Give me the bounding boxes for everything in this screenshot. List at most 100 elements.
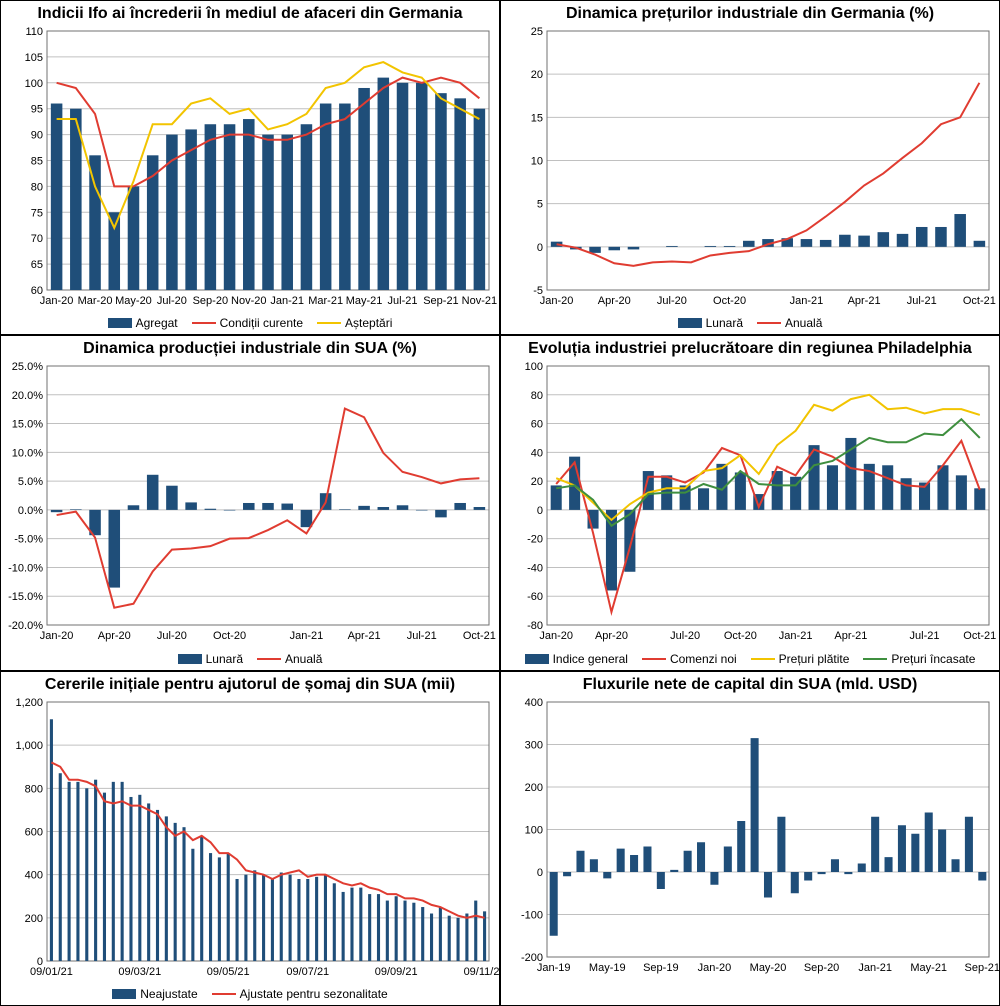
svg-text:65: 65 xyxy=(31,259,43,271)
svg-text:Jan-20: Jan-20 xyxy=(40,630,74,642)
title: Fluxurile nete de capital din SUA (mld. … xyxy=(501,672,999,696)
svg-text:0: 0 xyxy=(537,505,543,517)
legend xyxy=(501,981,999,1005)
svg-text:Jul-20: Jul-20 xyxy=(670,630,700,642)
title: Cererile inițiale pentru ajutorul de șom… xyxy=(1,672,499,696)
svg-text:Jan-21: Jan-21 xyxy=(270,295,304,307)
panel-capital-flows: Fluxurile nete de capital din SUA (mld. … xyxy=(500,671,1000,1006)
legend: Agregat Condiții curente Așteptări xyxy=(1,314,499,334)
svg-text:Jan-19: Jan-19 xyxy=(537,962,571,974)
svg-text:80: 80 xyxy=(531,390,543,402)
svg-text:09/05/21: 09/05/21 xyxy=(207,966,250,978)
svg-text:20.0%: 20.0% xyxy=(12,390,43,402)
svg-text:90: 90 xyxy=(31,130,43,142)
svg-text:0: 0 xyxy=(537,867,543,879)
svg-text:Jan-20: Jan-20 xyxy=(540,295,574,307)
panel-german-prices: Dinamica prețurilor industriale din Germ… xyxy=(500,0,1000,335)
svg-text:20: 20 xyxy=(531,476,543,488)
svg-text:-20: -20 xyxy=(527,534,543,546)
svg-text:Oct-21: Oct-21 xyxy=(963,630,996,642)
legend: Lunară Anuală xyxy=(1,650,499,670)
svg-text:Apr-20: Apr-20 xyxy=(598,295,631,307)
svg-text:Mar-20: Mar-20 xyxy=(78,295,113,307)
svg-text:85: 85 xyxy=(31,156,43,168)
panel-jobless: Cererile inițiale pentru ajutorul de șom… xyxy=(0,671,500,1006)
svg-text:-60: -60 xyxy=(527,592,543,604)
svg-text:Sep-19: Sep-19 xyxy=(643,962,678,974)
svg-text:400: 400 xyxy=(525,697,543,709)
svg-text:Sep-20: Sep-20 xyxy=(193,295,228,307)
svg-text:5.0%: 5.0% xyxy=(18,476,43,488)
panel-ifo: Indicii Ifo ai încrederii în mediul de a… xyxy=(0,0,500,335)
svg-text:May-20: May-20 xyxy=(750,962,787,974)
chart: 02004006008001,0001,20009/01/2109/03/210… xyxy=(1,696,499,985)
svg-text:Jul-21: Jul-21 xyxy=(907,295,937,307)
legend: Lunară Anuală xyxy=(501,314,999,334)
svg-text:75: 75 xyxy=(31,207,43,219)
svg-text:09/07/21: 09/07/21 xyxy=(286,966,329,978)
chart: -200-1000100200300400Jan-19May-19Sep-19J… xyxy=(501,696,999,981)
svg-text:100: 100 xyxy=(25,78,43,90)
chart: -80-60-40-20020406080100Jan-20Apr-20Jul-… xyxy=(501,360,999,649)
svg-text:Oct-20: Oct-20 xyxy=(213,630,246,642)
svg-text:Sep-21: Sep-21 xyxy=(965,962,999,974)
chart: 6065707580859095100105110Jan-20Mar-20May… xyxy=(1,25,499,314)
svg-text:Jul-20: Jul-20 xyxy=(157,630,187,642)
svg-text:70: 70 xyxy=(31,233,43,245)
svg-text:-100: -100 xyxy=(521,909,543,921)
legend: Neajustate Ajustate pentru sezonalitate xyxy=(1,985,499,1005)
svg-text:Jan-20: Jan-20 xyxy=(40,295,74,307)
svg-text:Jul-20: Jul-20 xyxy=(157,295,187,307)
svg-text:95: 95 xyxy=(31,104,43,116)
svg-text:105: 105 xyxy=(25,52,43,64)
svg-text:100: 100 xyxy=(525,824,543,836)
title: Dinamica producției industriale din SUA … xyxy=(1,336,499,360)
svg-text:600: 600 xyxy=(25,826,43,838)
svg-text:1,000: 1,000 xyxy=(15,740,43,752)
svg-text:20: 20 xyxy=(531,69,543,81)
svg-text:Nov-21: Nov-21 xyxy=(462,295,497,307)
svg-text:May-21: May-21 xyxy=(346,295,383,307)
svg-text:Jan-21: Jan-21 xyxy=(790,295,824,307)
title: Dinamica prețurilor industriale din Germ… xyxy=(501,1,999,25)
svg-text:40: 40 xyxy=(531,448,543,460)
svg-text:200: 200 xyxy=(525,782,543,794)
svg-text:Jan-20: Jan-20 xyxy=(698,962,732,974)
svg-text:Apr-20: Apr-20 xyxy=(595,630,628,642)
title: Indicii Ifo ai încrederii în mediul de a… xyxy=(1,1,499,25)
title: Evoluția industriei prelucrătoare din re… xyxy=(501,336,999,360)
svg-text:Oct-21: Oct-21 xyxy=(963,295,996,307)
svg-text:15: 15 xyxy=(531,112,543,124)
chart: -50510152025Jan-20Apr-20Jul-20Oct-20Jan-… xyxy=(501,25,999,314)
svg-text:Oct-21: Oct-21 xyxy=(463,630,496,642)
svg-text:Apr-21: Apr-21 xyxy=(848,295,881,307)
svg-text:Apr-21: Apr-21 xyxy=(348,630,381,642)
svg-text:May-21: May-21 xyxy=(910,962,947,974)
svg-text:800: 800 xyxy=(25,783,43,795)
svg-text:May-20: May-20 xyxy=(115,295,152,307)
svg-text:400: 400 xyxy=(25,869,43,881)
svg-text:Nov-20: Nov-20 xyxy=(231,295,266,307)
svg-text:May-19: May-19 xyxy=(589,962,626,974)
svg-text:-5.0%: -5.0% xyxy=(14,534,43,546)
svg-text:Oct-20: Oct-20 xyxy=(713,295,746,307)
svg-text:Jul-21: Jul-21 xyxy=(407,630,437,642)
svg-text:25.0%: 25.0% xyxy=(12,361,43,373)
svg-text:-15.0%: -15.0% xyxy=(8,592,43,604)
svg-text:-20.0%: -20.0% xyxy=(8,620,43,632)
svg-text:Oct-20: Oct-20 xyxy=(724,630,757,642)
svg-text:Jan-21: Jan-21 xyxy=(290,630,324,642)
svg-text:09/09/21: 09/09/21 xyxy=(375,966,418,978)
svg-text:Jul-21: Jul-21 xyxy=(910,630,940,642)
svg-text:Apr-20: Apr-20 xyxy=(98,630,131,642)
svg-text:5: 5 xyxy=(537,199,543,211)
svg-text:15.0%: 15.0% xyxy=(12,419,43,431)
svg-text:09/11/21: 09/11/21 xyxy=(464,966,499,978)
svg-text:200: 200 xyxy=(25,912,43,924)
svg-text:Jul-21: Jul-21 xyxy=(388,295,418,307)
svg-text:1,200: 1,200 xyxy=(15,697,43,709)
svg-text:Jan-20: Jan-20 xyxy=(539,630,573,642)
legend: Indice general Comenzi noi Prețuri plăti… xyxy=(501,650,999,670)
svg-text:0: 0 xyxy=(537,242,543,254)
svg-text:-10.0%: -10.0% xyxy=(8,563,43,575)
